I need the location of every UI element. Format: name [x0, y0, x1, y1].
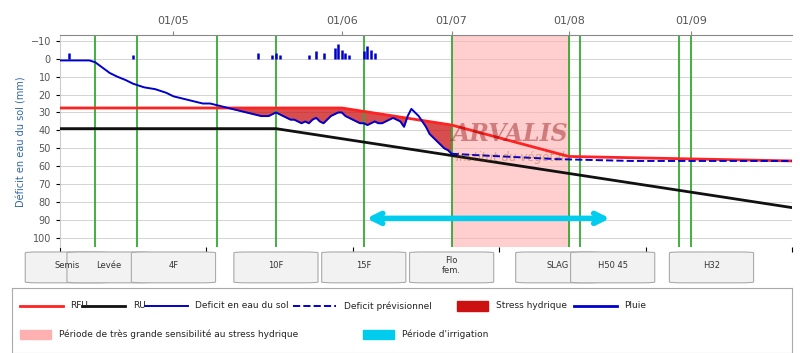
FancyBboxPatch shape [322, 252, 406, 283]
Text: SLAG: SLAG [546, 261, 569, 270]
Text: Deficit prévisionnel: Deficit prévisionnel [343, 301, 431, 311]
Text: H32: H32 [703, 261, 720, 270]
FancyBboxPatch shape [131, 252, 215, 283]
FancyBboxPatch shape [457, 301, 488, 311]
Text: Deficit en eau du sol: Deficit en eau du sol [195, 301, 289, 311]
Text: 10F: 10F [268, 261, 284, 270]
Text: H50 45: H50 45 [598, 261, 628, 270]
Text: Pluie: Pluie [624, 301, 646, 311]
FancyBboxPatch shape [363, 330, 394, 339]
Text: Période d'irrigation: Période d'irrigation [402, 330, 488, 340]
Text: Période de très grande sensibilité au stress hydrique: Période de très grande sensibilité au st… [59, 330, 298, 340]
FancyBboxPatch shape [516, 252, 600, 283]
FancyBboxPatch shape [670, 252, 754, 283]
FancyBboxPatch shape [410, 252, 494, 283]
FancyBboxPatch shape [20, 330, 51, 339]
Text: 15F: 15F [356, 261, 371, 270]
Bar [452, 35, 569, 247]
Text: RU: RU [133, 301, 146, 311]
Text: Stress hydrique: Stress hydrique [496, 301, 566, 311]
FancyBboxPatch shape [570, 252, 654, 283]
FancyBboxPatch shape [26, 252, 110, 283]
FancyBboxPatch shape [67, 252, 151, 283]
Text: Institut du végétal: Institut du végétal [456, 151, 564, 164]
Text: ARVALIS: ARVALIS [452, 122, 569, 146]
Text: RFU: RFU [70, 301, 88, 311]
Text: Flo
fem.: Flo fem. [442, 256, 461, 275]
Y-axis label: Déficit en eau du sol (mm): Déficit en eau du sol (mm) [17, 76, 26, 207]
Text: Semis: Semis [54, 261, 80, 270]
FancyBboxPatch shape [234, 252, 318, 283]
Text: 4F: 4F [168, 261, 178, 270]
Text: Levée: Levée [97, 261, 122, 270]
